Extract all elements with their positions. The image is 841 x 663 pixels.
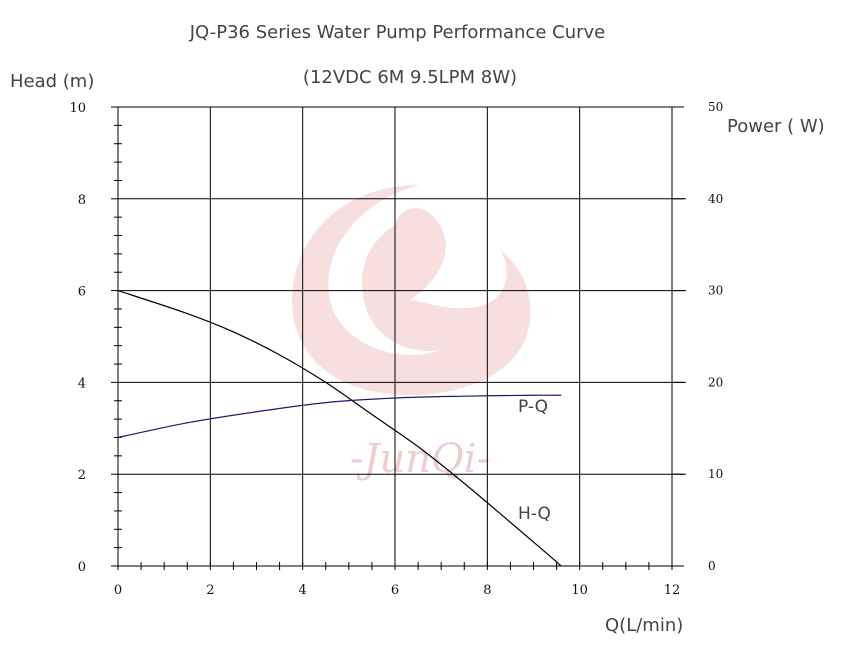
- watermark-drop-shape: [292, 185, 531, 395]
- x-tick-label: 12: [664, 583, 681, 598]
- y-tick-label-right: 20: [708, 375, 723, 389]
- y-tick-label-right: 30: [708, 284, 723, 298]
- x-tick-label: 6: [391, 583, 399, 598]
- y-axis-label-right: Power ( W): [727, 116, 825, 137]
- chart-subtitle: (12VDC 6M 9.5LPM 8W): [302, 67, 518, 88]
- watermark-logo: -JunQi-: [292, 185, 531, 482]
- y-tick-label-left: 0: [78, 560, 86, 575]
- y-tick-label-right: 10: [708, 467, 723, 481]
- series-label-pq: P-Q: [518, 397, 548, 417]
- x-axis-label: Q(L/min): [605, 615, 684, 636]
- chart-tick-labels: 0 2 4 6 8 10 12 0 2 4 6 8 10 0 10 20 30 40 50: [69, 100, 723, 598]
- watermark-text: -JunQi-: [350, 436, 490, 482]
- x-tick-label: 2: [206, 583, 214, 598]
- series-line-h-q: [117, 290, 562, 567]
- y-tick-label-right: 50: [708, 100, 723, 114]
- y-tick-label-right: 40: [708, 192, 723, 206]
- x-tick-label: 4: [299, 583, 307, 598]
- y-tick-label-left: 8: [78, 193, 86, 208]
- x-tick-label: 0: [114, 583, 122, 598]
- x-tick-label: 10: [571, 583, 588, 598]
- chart-curves: H-Q P-Q: [117, 290, 562, 567]
- x-tick-label: 8: [483, 583, 491, 598]
- series-line-p-q: [117, 394, 562, 439]
- y-tick-label-left: 6: [78, 285, 86, 300]
- chart-grid: [117, 106, 686, 567]
- y-tick-label-left: 10: [69, 101, 86, 116]
- y-tick-label-right: 0: [708, 559, 716, 573]
- chart-title: JQ-P36 Series Water Pump Performance Cur…: [189, 22, 606, 43]
- y-axis-label-left: Head (m): [10, 71, 95, 92]
- y-tick-label-left: 4: [78, 376, 86, 391]
- series-label-hq: H-Q: [518, 504, 551, 524]
- y-tick-label-left: 2: [78, 468, 86, 483]
- chart-ticks: [111, 106, 684, 570]
